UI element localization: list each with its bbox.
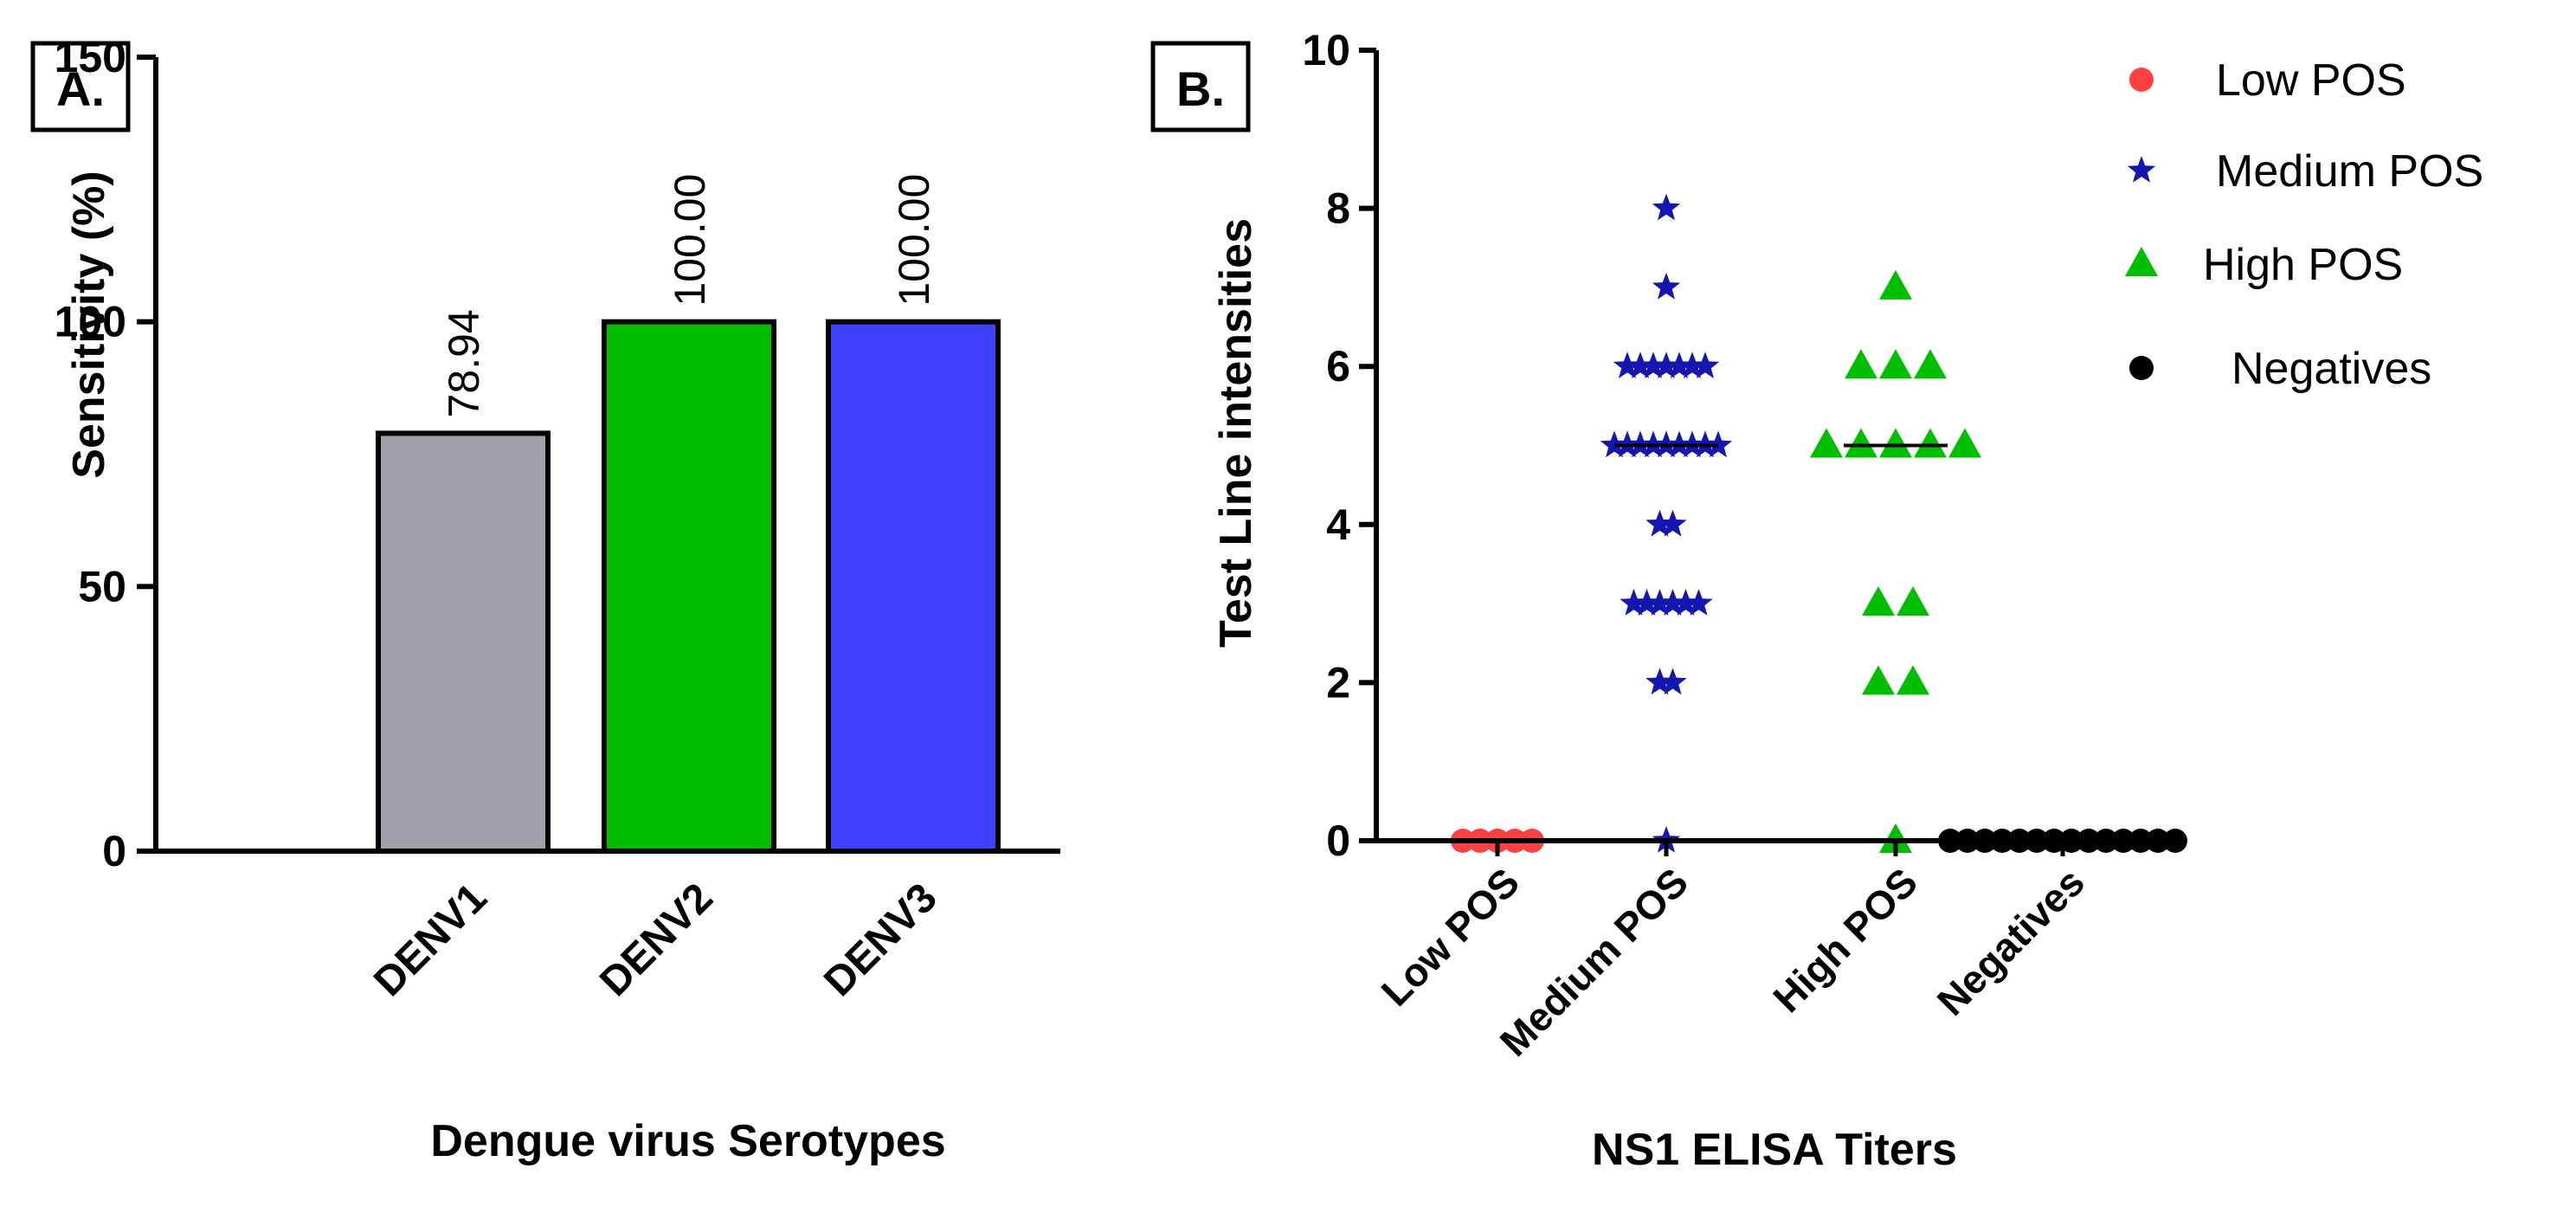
point-medium-pos (1652, 193, 1681, 221)
panel-b-x-axis-title: NS1 ELISA Titers (1592, 1125, 1957, 1175)
x-tick-label: Negatives (1929, 859, 2093, 1023)
legend-label: Medium POS (2216, 146, 2483, 197)
point-medium-pos (1645, 668, 1674, 695)
bar-value-label: 78.94 (440, 309, 488, 417)
point-medium-pos (1684, 589, 1713, 616)
y-tick-label: 100 (55, 298, 126, 346)
panel-b-points (1446, 193, 2187, 853)
panel-b-label-box (1150, 41, 1251, 132)
point-medium-pos (1671, 589, 1700, 616)
y-tick-label: 0 (1326, 816, 1350, 865)
point-high-pos (1914, 349, 1947, 379)
panel-a-y-axis-title: Sensitivity (%) (64, 171, 114, 478)
panel-a-x-axis-title: Dengue virus Serotypes (430, 1116, 945, 1166)
point-medium-pos (1645, 589, 1674, 616)
point-high-pos (1897, 665, 1929, 695)
legend-marker-medium-pos (2127, 156, 2156, 183)
point-high-pos (1810, 428, 1843, 458)
x-tick-label: High POS (1764, 859, 1926, 1021)
legend-label: High POS (2203, 240, 2403, 290)
bar-denv2 (602, 319, 776, 854)
point-high-pos (1879, 428, 1912, 458)
point-medium-pos (1658, 509, 1687, 537)
panel-b-y-axis-title: Test Line intensities (1211, 218, 1261, 648)
point-high-pos (1862, 665, 1895, 695)
x-tick-label: DENV3 (815, 875, 946, 1005)
y-tick-label: 6 (1326, 342, 1350, 390)
point-medium-pos (1658, 668, 1687, 695)
point-high-pos (1879, 269, 1912, 300)
x-tick-label: DENV2 (591, 875, 722, 1005)
y-tick-label: 50 (78, 562, 126, 610)
point-high-pos (1879, 349, 1912, 379)
legend-marker-high-pos (2125, 247, 2158, 276)
legend-label: Low POS (2216, 55, 2406, 106)
point-negatives (2163, 829, 2187, 853)
point-high-pos (1845, 349, 1877, 379)
point-medium-pos (1645, 509, 1674, 537)
point-medium-pos (1633, 589, 1661, 616)
panel-a: A. 78.94 100.00 100.00 DENV1 DENV2 DENV3 0 50 1… (30, 33, 1060, 1166)
y-tick-label: 0 (102, 827, 126, 875)
panel-b-label: B. (1176, 61, 1225, 116)
panel-b-legend: Low POS Medium POS High POS Negatives (2125, 55, 2483, 394)
point-high-pos (1862, 586, 1895, 616)
bar-denv3 (826, 319, 1001, 854)
x-tick-label: DENV1 (365, 875, 496, 1005)
point-medium-pos (1690, 352, 1720, 378)
x-tick-label: Low POS (1373, 859, 1529, 1015)
panel-a-bars: 78.94 100.00 100.00 (376, 174, 1001, 854)
point-medium-pos (1652, 352, 1681, 378)
point-high-pos (1845, 428, 1877, 458)
y-tick-label: 8 (1326, 184, 1350, 233)
point-high-pos (1914, 428, 1947, 458)
point-high-pos (1897, 586, 1929, 616)
point-medium-pos (1613, 352, 1642, 378)
bar-value-label: 100.00 (666, 174, 714, 307)
point-medium-pos (1626, 352, 1655, 378)
y-tick-label: 2 (1326, 658, 1350, 707)
legend-label: Negatives (2231, 344, 2431, 394)
point-high-pos (1948, 428, 1981, 458)
point-medium-pos (1665, 352, 1694, 378)
panel-a-label-box (30, 41, 131, 132)
legend-marker-negatives (2129, 356, 2154, 380)
point-medium-pos (1620, 589, 1648, 616)
y-tick-label: 4 (1326, 500, 1350, 549)
point-medium-pos (1658, 589, 1687, 616)
y-tick-label: 150 (55, 33, 126, 81)
y-tick-label: 10 (1302, 26, 1350, 74)
bar-value-label: 100.00 (890, 174, 938, 307)
point-medium-pos (1678, 352, 1707, 378)
bar-denv1 (376, 430, 551, 854)
point-medium-pos (1652, 272, 1681, 300)
legend-marker-low-pos (2129, 68, 2154, 92)
panel-a-label: A. (56, 61, 105, 116)
point-medium-pos (1639, 352, 1668, 378)
